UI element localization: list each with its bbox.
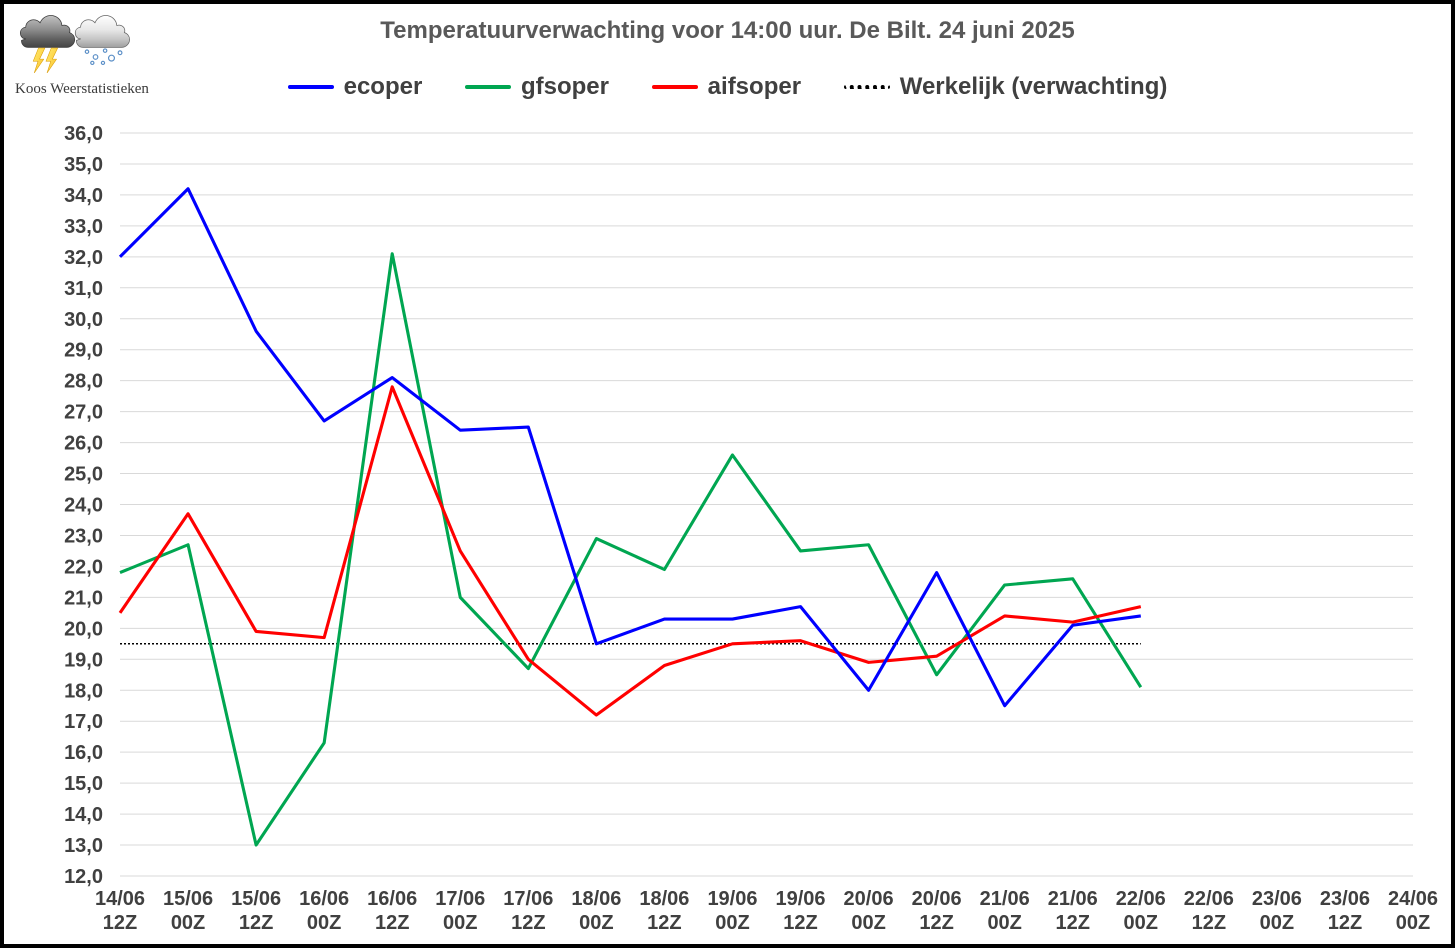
svg-text:30,0: 30,0 (64, 309, 103, 331)
svg-text:00Z: 00Z (1396, 912, 1430, 934)
svg-text:12,0: 12,0 (64, 866, 103, 888)
svg-text:00Z: 00Z (171, 912, 205, 934)
svg-text:14/06: 14/06 (95, 888, 145, 910)
svg-text:00Z: 00Z (579, 912, 613, 934)
svg-text:16/06: 16/06 (367, 888, 417, 910)
svg-text:19/06: 19/06 (707, 888, 757, 910)
svg-text:12Z: 12Z (103, 912, 137, 934)
svg-text:12Z: 12Z (1192, 912, 1226, 934)
svg-text:19,0: 19,0 (64, 649, 103, 671)
svg-text:12Z: 12Z (783, 912, 817, 934)
svg-text:23/06: 23/06 (1320, 888, 1370, 910)
svg-text:24,0: 24,0 (64, 495, 103, 517)
svg-text:15/06: 15/06 (231, 888, 281, 910)
svg-text:18/06: 18/06 (571, 888, 621, 910)
svg-text:16/06: 16/06 (299, 888, 349, 910)
svg-text:15,0: 15,0 (64, 773, 103, 795)
svg-text:22,0: 22,0 (64, 556, 103, 578)
svg-text:18/06: 18/06 (639, 888, 689, 910)
svg-text:25,0: 25,0 (64, 464, 103, 486)
svg-text:17,0: 17,0 (64, 711, 103, 733)
svg-text:00Z: 00Z (307, 912, 341, 934)
svg-text:00Z: 00Z (443, 912, 477, 934)
svg-text:24/06: 24/06 (1388, 888, 1438, 910)
svg-text:20/06: 20/06 (912, 888, 962, 910)
svg-text:12Z: 12Z (239, 912, 273, 934)
svg-text:22/06: 22/06 (1184, 888, 1234, 910)
svg-text:23,0: 23,0 (64, 525, 103, 547)
svg-text:12Z: 12Z (919, 912, 953, 934)
svg-text:32,0: 32,0 (64, 247, 103, 269)
svg-text:00Z: 00Z (715, 912, 749, 934)
svg-text:00Z: 00Z (987, 912, 1021, 934)
svg-text:19/06: 19/06 (775, 888, 825, 910)
svg-text:12Z: 12Z (511, 912, 545, 934)
svg-text:12Z: 12Z (375, 912, 409, 934)
svg-text:12Z: 12Z (1328, 912, 1362, 934)
svg-text:15/06: 15/06 (163, 888, 213, 910)
svg-text:14,0: 14,0 (64, 804, 103, 826)
svg-text:29,0: 29,0 (64, 340, 103, 362)
svg-text:22/06: 22/06 (1116, 888, 1166, 910)
svg-text:00Z: 00Z (851, 912, 885, 934)
svg-text:17/06: 17/06 (503, 888, 553, 910)
svg-text:21/06: 21/06 (980, 888, 1030, 910)
svg-text:13,0: 13,0 (64, 835, 103, 857)
svg-text:34,0: 34,0 (64, 185, 103, 207)
svg-text:12Z: 12Z (647, 912, 681, 934)
svg-text:28,0: 28,0 (64, 371, 103, 393)
svg-text:23/06: 23/06 (1252, 888, 1302, 910)
svg-text:16,0: 16,0 (64, 742, 103, 764)
svg-text:00Z: 00Z (1260, 912, 1294, 934)
svg-text:20/06: 20/06 (844, 888, 894, 910)
svg-text:00Z: 00Z (1124, 912, 1158, 934)
svg-text:31,0: 31,0 (64, 278, 103, 300)
svg-text:18,0: 18,0 (64, 680, 103, 702)
svg-text:21/06: 21/06 (1048, 888, 1098, 910)
svg-text:27,0: 27,0 (64, 402, 103, 424)
svg-text:26,0: 26,0 (64, 433, 103, 455)
svg-text:17/06: 17/06 (435, 888, 485, 910)
svg-text:36,0: 36,0 (64, 123, 103, 145)
svg-text:35,0: 35,0 (64, 154, 103, 176)
svg-text:12Z: 12Z (1056, 912, 1090, 934)
svg-text:33,0: 33,0 (64, 216, 103, 238)
svg-text:21,0: 21,0 (64, 587, 103, 609)
svg-text:20,0: 20,0 (64, 618, 103, 640)
